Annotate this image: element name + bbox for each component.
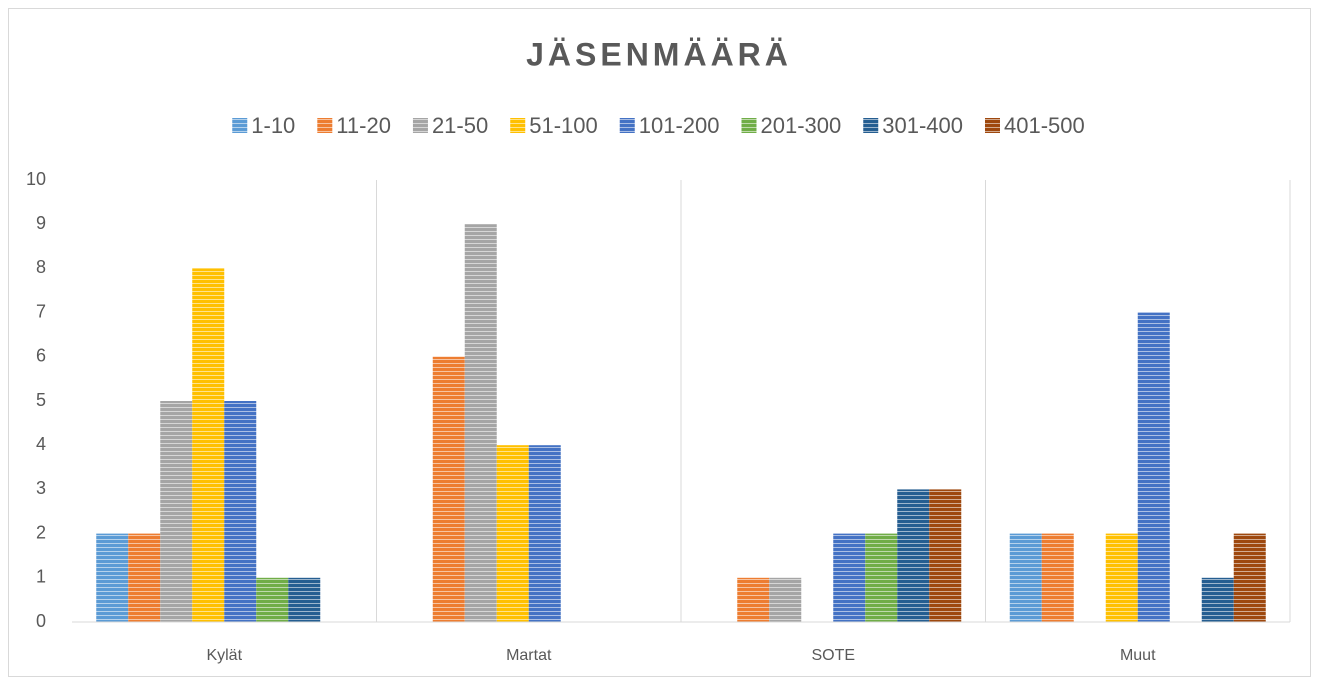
y-tick-label: 5: [36, 390, 46, 410]
bar: [256, 577, 289, 622]
y-tick-label: 3: [36, 478, 46, 498]
bar: [1105, 533, 1138, 622]
legend-label: 201-300: [760, 113, 841, 138]
bar: [160, 401, 193, 622]
y-tick-label: 4: [36, 434, 46, 454]
y-tick-label: 10: [26, 169, 46, 189]
bar: [496, 445, 529, 622]
legend: 1-10 11-20 21-50 51-100 101-200 201-300 301-40…: [232, 113, 1085, 138]
legend-swatch: [741, 118, 757, 133]
bar: [1201, 577, 1234, 622]
bar: [897, 489, 930, 622]
bar: [1137, 312, 1170, 622]
y-tick-label: 2: [36, 522, 46, 542]
bar: [929, 489, 962, 622]
legend-label: 11-20: [336, 113, 391, 138]
bar: [96, 533, 129, 622]
bar: [288, 577, 321, 622]
legend-swatch: [317, 118, 333, 133]
y-tick-label: 1: [36, 567, 46, 587]
bar: [528, 445, 561, 622]
x-tick-label: Muut: [1120, 647, 1156, 664]
bar: [192, 268, 225, 622]
bar: [737, 577, 770, 622]
bar: [769, 577, 802, 622]
legend-swatch: [510, 118, 526, 133]
bar: [865, 533, 898, 622]
y-tick-label: 9: [36, 213, 46, 233]
y-tick-label: 6: [36, 346, 46, 366]
legend-swatch: [232, 118, 248, 133]
y-tick-label: 8: [36, 257, 46, 277]
legend-label: 301-400: [882, 113, 963, 138]
y-tick-label: 0: [36, 611, 46, 631]
legend-swatch: [984, 118, 1000, 133]
bar: [1233, 533, 1266, 622]
x-tick-label: SOTE: [811, 647, 855, 664]
x-tick-label: Martat: [506, 647, 552, 664]
bar: [833, 533, 866, 622]
legend-label: 51-100: [529, 113, 598, 138]
bar: [1009, 533, 1042, 622]
legend-swatch: [619, 118, 635, 133]
legend-label: 21-50: [432, 113, 488, 138]
bar: [224, 401, 257, 622]
x-tick-label: Kylät: [206, 647, 242, 664]
bar: [464, 224, 497, 622]
bar: [128, 533, 161, 622]
bar: [432, 356, 465, 622]
legend-swatch: [412, 118, 428, 133]
legend-swatch: [863, 118, 879, 133]
chart-title: JÄSENMÄÄRÄ: [526, 36, 792, 72]
legend-label: 401-500: [1004, 113, 1085, 138]
legend-label: 1-10: [251, 113, 295, 138]
y-tick-label: 7: [36, 301, 46, 321]
legend-label: 101-200: [639, 113, 720, 138]
bar: [1041, 533, 1074, 622]
